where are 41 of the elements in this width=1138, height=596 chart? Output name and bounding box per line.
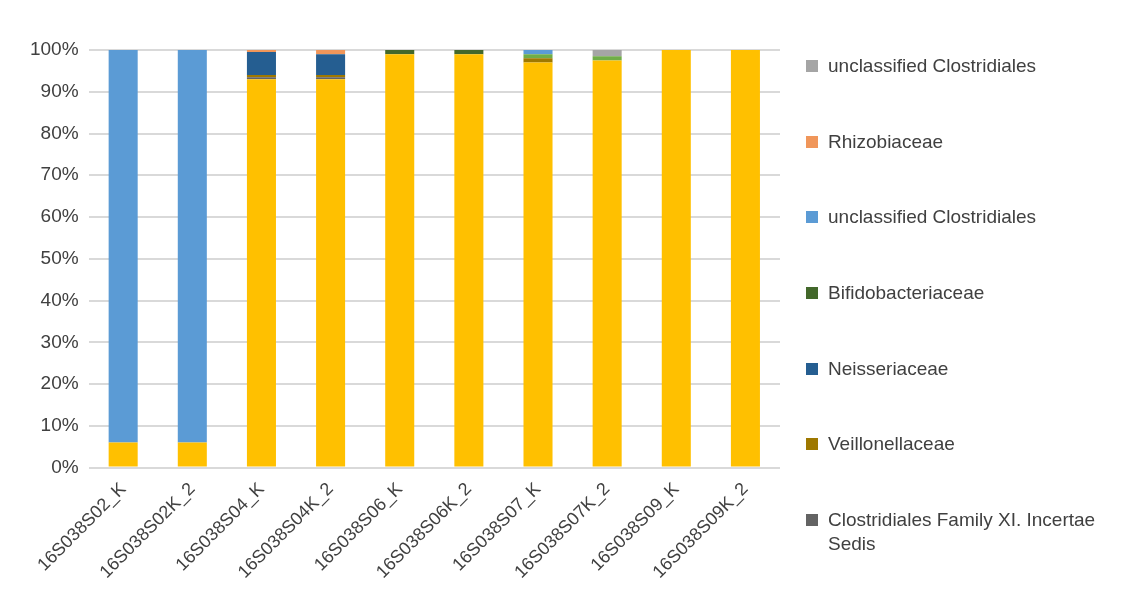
y-tick-label: 70% <box>40 163 79 185</box>
legend-label: unclassified Clostridiales <box>828 54 1037 78</box>
legend-label: Rhizobiaceae <box>828 129 944 154</box>
bar <box>454 54 484 467</box>
bar <box>385 54 415 467</box>
y-tick-label: 10% <box>40 414 79 436</box>
bar <box>523 58 553 63</box>
y-tick-label: 100% <box>29 38 79 60</box>
legend-label: Veillonellaceae <box>828 432 955 457</box>
bar <box>661 50 691 467</box>
bar <box>730 50 760 467</box>
bar <box>523 50 553 55</box>
y-tick-label: 80% <box>40 121 79 143</box>
y-tick-label: 20% <box>40 372 79 394</box>
bar <box>592 50 622 57</box>
legend-label: Neisseriaceae <box>828 356 949 381</box>
bar <box>385 50 415 55</box>
bar <box>523 54 553 59</box>
legend-label: unclassified Clostridiales <box>828 205 1037 230</box>
legend-label: Bifidobacteriaceae <box>828 280 985 305</box>
y-tick-label: 40% <box>40 288 79 310</box>
bar <box>177 442 207 467</box>
y-tick-label: 30% <box>40 330 79 352</box>
bar <box>316 79 346 467</box>
bar <box>316 54 346 76</box>
y-tick-label: 50% <box>40 247 79 269</box>
bar <box>454 50 484 55</box>
bar <box>108 442 138 467</box>
y-tick-label: 60% <box>40 205 79 227</box>
y-tick-label: 0% <box>51 455 79 477</box>
bar <box>246 50 276 53</box>
y-tick-label: 90% <box>40 79 79 101</box>
bar <box>246 52 276 76</box>
bar <box>592 56 622 61</box>
bar <box>108 50 138 443</box>
bar <box>592 60 622 467</box>
bar <box>246 79 276 467</box>
legend-label: Clostridiales Family XI. Incertae Sedis <box>828 507 1097 556</box>
bar <box>316 50 346 55</box>
bar <box>523 62 553 467</box>
bar <box>177 50 207 443</box>
